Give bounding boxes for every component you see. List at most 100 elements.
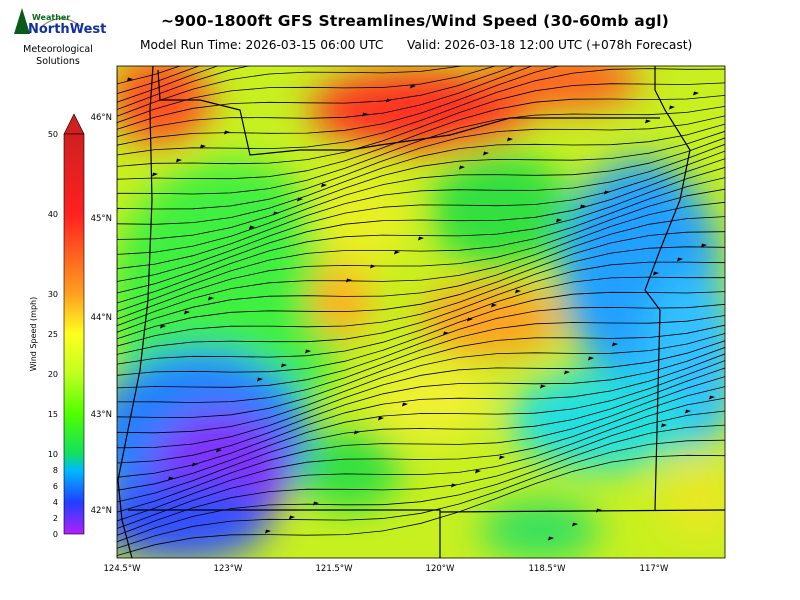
flow-arrow-icon (208, 296, 214, 301)
flow-arrow-icon (540, 384, 546, 389)
streamline (117, 167, 725, 304)
lon-label: 124.5°W (104, 564, 142, 574)
streamline (117, 324, 725, 422)
streamline (117, 353, 725, 478)
streamline (117, 347, 725, 464)
streamline (117, 216, 725, 334)
cb-tick: 8 (53, 466, 58, 475)
cb-tick: 30 (48, 290, 58, 299)
flow-arrow-icon (515, 289, 521, 294)
flow-arrow-icon (265, 529, 271, 534)
logo: Weather NorthWest (14, 8, 106, 37)
streamline (117, 454, 725, 558)
flow-arrow-icon (572, 522, 578, 527)
lon-label: 120°W (426, 564, 455, 574)
flow-arrow-icon (321, 183, 327, 188)
streamline (117, 95, 725, 191)
streamline (117, 376, 725, 513)
flow-arrow-icon (475, 469, 481, 474)
streamline (117, 261, 725, 367)
streamline (117, 201, 725, 327)
flow-arrow-icon (418, 236, 424, 241)
flow-arrow-icon (184, 310, 190, 315)
streamline (117, 177, 725, 312)
cb-tick: 4 (53, 498, 58, 507)
streamline (117, 303, 725, 400)
flow-arrow-icon (305, 349, 311, 354)
valid-time: Valid: 2026-03-18 12:00 UTC (+078h Forec… (407, 38, 693, 52)
map-frame (116, 65, 726, 559)
logo-word2: NorthWest (28, 22, 106, 37)
flow-arrow-icon (402, 402, 408, 407)
streamline (117, 106, 725, 202)
streamline (117, 291, 725, 389)
lat-label: 44°N (91, 313, 112, 323)
cb-tick: 15 (48, 410, 58, 419)
streamline (117, 68, 725, 169)
streamline (117, 397, 725, 529)
flow-arrow-icon (507, 137, 513, 142)
streamline (117, 66, 200, 95)
flow-arrow-icon (168, 476, 174, 481)
lon-label: 123°W (214, 564, 243, 574)
streamline (117, 360, 725, 491)
cb-tick: 20 (48, 370, 58, 379)
flow-arrow-icon (491, 303, 497, 308)
flow-arrow-icon (249, 225, 255, 230)
streamline (117, 367, 725, 503)
flow-arrow-icon (556, 218, 562, 223)
flow-arrow-icon (386, 98, 392, 103)
flow-arrow-icon (224, 130, 230, 135)
flow-arrow-icon (669, 105, 675, 110)
logo-word1: Weather (32, 13, 70, 22)
flow-arrow-icon (677, 257, 683, 262)
flow-arrow-icon (378, 416, 384, 421)
streamline (117, 66, 516, 136)
streamline (117, 82, 725, 180)
flow-arrow-icon (354, 430, 360, 435)
model-run-time: Model Run Time: 2026-03-15 06:00 UTC (140, 38, 384, 52)
flow-arrow-icon (216, 448, 222, 453)
flow-arrow-icon (257, 377, 263, 382)
lon-label: 121.5°W (316, 564, 354, 574)
streamline (117, 315, 725, 411)
streamline (117, 276, 725, 378)
flow-arrow-icon (160, 324, 166, 329)
state-borders (117, 66, 725, 558)
flow-arrow-icon (459, 165, 465, 170)
colorbar-label: Wind Speed (mph) (29, 297, 38, 371)
cb-tick: 0 (53, 530, 58, 539)
streamline (117, 386, 725, 522)
streamline (117, 115, 725, 213)
flow-arrow-icon (443, 331, 449, 336)
flow-arrow-icon (451, 483, 457, 488)
streamline (117, 66, 561, 158)
flow-arrow-icon (709, 395, 715, 400)
flow-arrow-icon (564, 370, 570, 375)
flow-arrow-icon (281, 363, 287, 368)
streamlines (117, 66, 725, 558)
flow-arrow-icon (289, 515, 295, 520)
flow-arrow-icon (483, 151, 489, 156)
lon-label: 118.5°W (529, 564, 567, 574)
streamline (117, 333, 725, 434)
flow-arrow-icon (200, 144, 206, 149)
streamline (117, 246, 725, 356)
flow-arrow-icon (394, 250, 400, 255)
streamline (117, 439, 725, 554)
streamline (117, 158, 725, 294)
latitude-labels: 46°N 45°N 44°N 43°N 42°N (91, 113, 112, 516)
cb-tick: 6 (53, 482, 58, 491)
cb-tick: 40 (48, 210, 58, 219)
streamline (117, 188, 725, 320)
flow-arrow-icon (588, 356, 594, 361)
flow-arrow-icon (653, 271, 659, 276)
streamline (117, 424, 725, 543)
flow-arrow-icon (127, 77, 133, 82)
lat-label: 43°N (91, 410, 112, 420)
colorbar-ticks: 0 2 4 6 8 10 15 20 25 30 40 50 (48, 130, 58, 539)
lat-label: 45°N (91, 214, 112, 224)
lat-label: 42°N (91, 506, 112, 516)
streamline (117, 123, 725, 225)
